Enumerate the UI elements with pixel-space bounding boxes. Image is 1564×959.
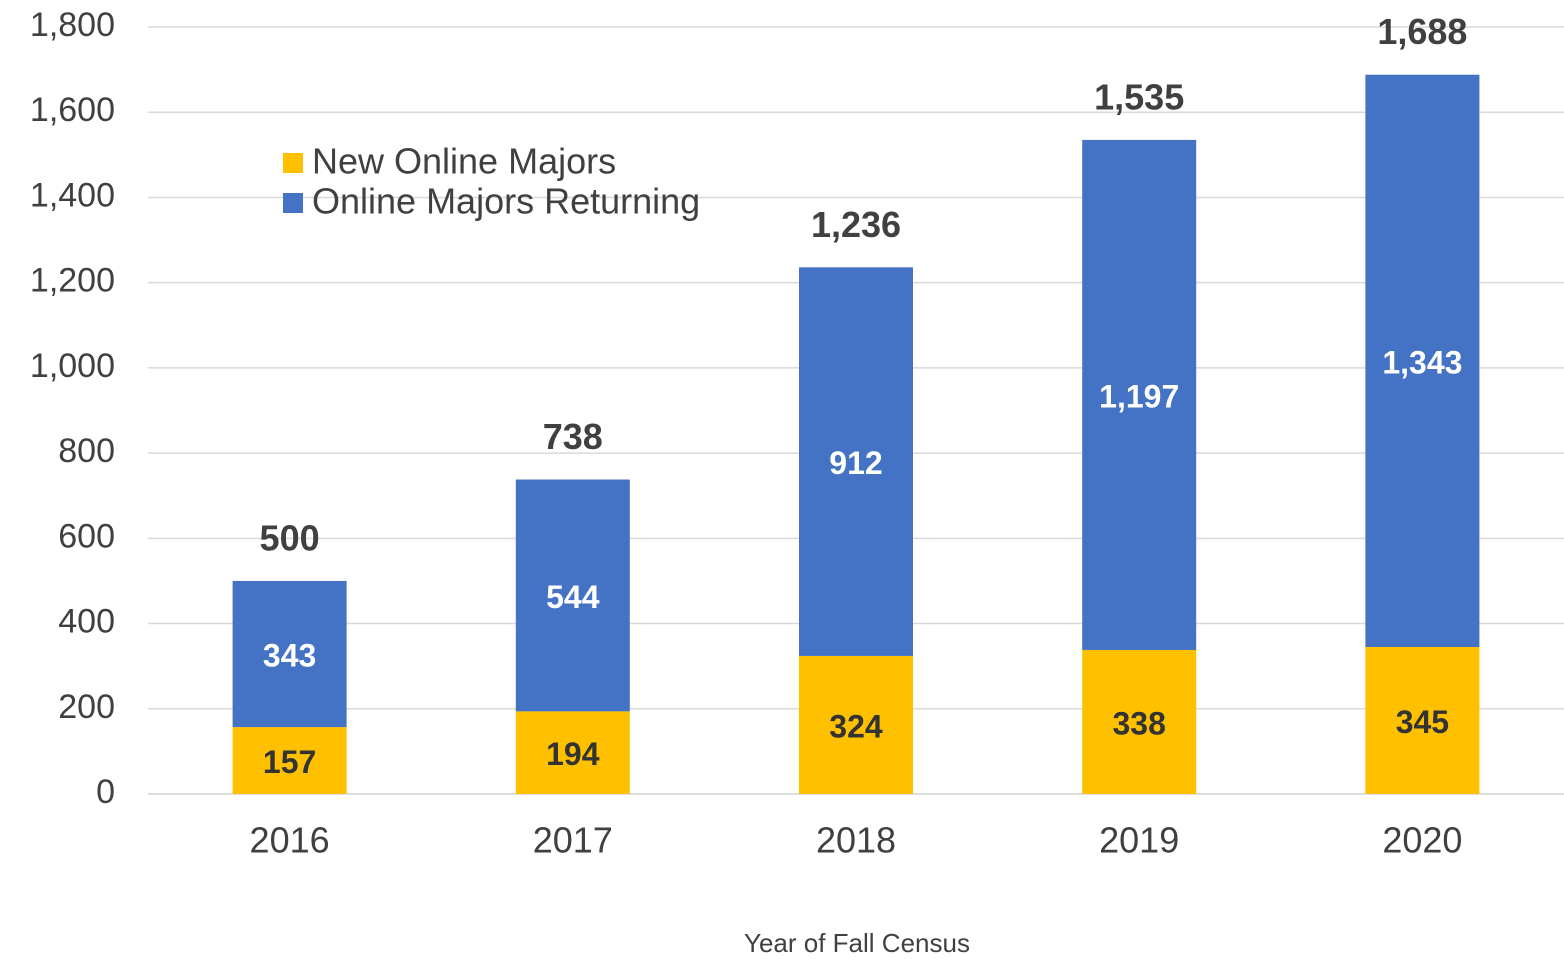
legend-swatch xyxy=(283,153,303,173)
data-label: 338 xyxy=(1113,705,1166,741)
data-label: 1,343 xyxy=(1382,344,1462,380)
y-tick-label: 1,800 xyxy=(30,6,115,44)
x-tick-label: 2019 xyxy=(1099,820,1179,861)
x-axis-title: Year of Fall Census xyxy=(744,928,970,958)
data-label: 157 xyxy=(263,744,316,780)
bar-segment xyxy=(1082,649,1197,794)
legend-swatch xyxy=(283,193,303,213)
y-tick-label: 1,000 xyxy=(30,347,115,385)
bar-segment xyxy=(515,711,630,794)
total-label: 1,236 xyxy=(811,204,901,245)
bar-segment xyxy=(232,580,347,728)
y-tick-label: 200 xyxy=(58,688,115,726)
total-label: 738 xyxy=(543,416,603,457)
bar-segment xyxy=(799,655,913,794)
bar-segment xyxy=(515,479,630,712)
data-label: 544 xyxy=(546,579,600,615)
y-tick-label: 800 xyxy=(58,432,115,470)
data-label: 912 xyxy=(829,445,882,481)
bar-segment xyxy=(799,267,913,656)
bar-segment xyxy=(1082,139,1197,650)
bar-segment xyxy=(1365,646,1480,794)
data-label: 324 xyxy=(829,708,883,744)
legend-label: New Online Majors xyxy=(312,141,616,182)
x-tick-label: 2016 xyxy=(250,820,330,861)
y-tick-label: 0 xyxy=(96,773,115,811)
x-tick-label: 2018 xyxy=(816,820,896,861)
data-label: 343 xyxy=(263,637,316,673)
y-tick-label: 400 xyxy=(58,603,115,641)
bar-segment xyxy=(1365,74,1480,647)
bar-segment xyxy=(232,727,347,794)
legend-label: Online Majors Returning xyxy=(312,181,700,222)
y-tick-label: 1,600 xyxy=(30,91,115,129)
total-label: 1,688 xyxy=(1377,11,1467,52)
x-tick-label: 2017 xyxy=(533,820,613,861)
data-label: 345 xyxy=(1396,704,1449,740)
y-tick-label: 1,400 xyxy=(30,176,115,214)
y-tick-label: 600 xyxy=(58,517,115,555)
y-tick-label: 1,200 xyxy=(30,262,115,300)
total-label: 500 xyxy=(260,517,320,558)
data-label: 1,197 xyxy=(1099,378,1179,414)
data-label: 194 xyxy=(546,736,600,772)
total-label: 1,535 xyxy=(1094,76,1184,117)
x-tick-label: 2020 xyxy=(1382,820,1462,861)
